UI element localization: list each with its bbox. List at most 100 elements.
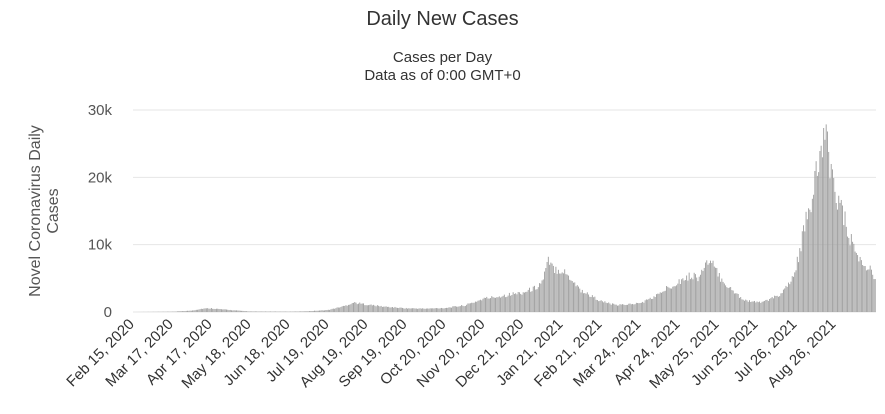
bar[interactable] [307, 311, 309, 312]
bar[interactable] [532, 286, 534, 312]
bar[interactable] [585, 293, 587, 312]
bar[interactable] [530, 291, 532, 312]
bar[interactable] [257, 311, 259, 312]
bar[interactable] [217, 308, 219, 312]
bar[interactable] [500, 297, 502, 312]
bar[interactable] [337, 307, 339, 312]
bar[interactable] [842, 205, 843, 312]
bar[interactable] [702, 271, 704, 312]
bar[interactable] [351, 303, 353, 312]
bar[interactable] [457, 306, 459, 312]
bar[interactable] [360, 303, 362, 312]
bar[interactable] [326, 310, 328, 312]
bar[interactable] [576, 285, 578, 312]
bar[interactable] [409, 308, 411, 312]
bar[interactable] [417, 308, 419, 312]
bar[interactable] [781, 293, 783, 312]
bar[interactable] [350, 304, 352, 312]
bar[interactable] [804, 231, 806, 312]
bar[interactable] [194, 310, 196, 312]
bar[interactable] [705, 262, 706, 312]
bar[interactable] [715, 267, 717, 312]
bar[interactable] [561, 272, 563, 312]
bar[interactable] [501, 296, 503, 312]
bar[interactable] [808, 208, 810, 312]
bar[interactable] [610, 304, 612, 312]
bar[interactable] [391, 307, 393, 312]
bar[interactable] [539, 283, 541, 312]
bar[interactable] [349, 304, 351, 312]
bar[interactable] [237, 310, 239, 313]
bar[interactable] [687, 280, 689, 312]
bar[interactable] [498, 296, 500, 312]
bar[interactable] [242, 310, 244, 312]
bar[interactable] [674, 286, 676, 312]
bar[interactable] [853, 243, 855, 312]
bar[interactable] [640, 302, 642, 312]
bar[interactable] [175, 311, 177, 313]
bar[interactable] [864, 266, 866, 312]
bar[interactable] [312, 310, 314, 312]
bar[interactable] [322, 310, 324, 312]
bar[interactable] [721, 278, 723, 312]
bar[interactable] [486, 296, 488, 312]
bar[interactable] [248, 311, 250, 312]
bar[interactable] [520, 293, 522, 312]
bar[interactable] [297, 311, 299, 312]
bar[interactable] [371, 305, 373, 312]
bar[interactable] [751, 301, 753, 313]
bar[interactable] [736, 293, 738, 312]
bar[interactable] [583, 293, 585, 312]
bar[interactable] [355, 302, 357, 312]
bar[interactable] [694, 274, 696, 312]
bar[interactable] [770, 298, 772, 312]
bar[interactable] [523, 292, 525, 312]
bar[interactable] [383, 306, 385, 312]
bar[interactable] [512, 292, 514, 312]
bar[interactable] [835, 203, 837, 312]
bar[interactable] [515, 293, 517, 312]
bar[interactable] [399, 307, 401, 312]
bar[interactable] [344, 305, 346, 312]
bar[interactable] [403, 308, 405, 312]
bar[interactable] [476, 301, 478, 312]
bar[interactable] [442, 308, 444, 312]
bar[interactable] [550, 262, 552, 312]
bar[interactable] [413, 308, 415, 312]
bar[interactable] [268, 311, 270, 313]
bar[interactable] [838, 195, 840, 312]
bar[interactable] [325, 310, 327, 312]
bar[interactable] [546, 261, 548, 312]
bar[interactable] [595, 299, 597, 312]
bar[interactable] [197, 309, 199, 312]
bar[interactable] [596, 300, 598, 312]
bar[interactable] [224, 309, 226, 312]
bar[interactable] [708, 263, 710, 312]
bar[interactable] [215, 308, 217, 312]
bar[interactable] [454, 306, 456, 312]
bar[interactable] [569, 279, 571, 312]
bar[interactable] [464, 305, 466, 312]
bar[interactable] [795, 270, 797, 312]
bar[interactable] [292, 311, 294, 313]
bar[interactable] [581, 289, 583, 312]
bar[interactable] [754, 300, 755, 312]
bar[interactable] [619, 304, 621, 312]
bar[interactable] [195, 309, 197, 312]
bar[interactable] [638, 303, 640, 312]
bar[interactable] [381, 306, 383, 312]
bar[interactable] [244, 311, 246, 312]
bar[interactable] [380, 305, 382, 312]
bar[interactable] [784, 288, 786, 312]
bar[interactable] [872, 274, 874, 312]
bar[interactable] [236, 310, 238, 312]
bar[interactable] [359, 302, 361, 312]
bar[interactable] [536, 289, 538, 312]
bar[interactable] [178, 311, 180, 312]
bar[interactable] [459, 306, 461, 312]
bar[interactable] [241, 310, 243, 312]
bar[interactable] [227, 309, 229, 312]
bar[interactable] [645, 299, 647, 312]
bar[interactable] [711, 263, 713, 312]
bar[interactable] [604, 301, 606, 312]
